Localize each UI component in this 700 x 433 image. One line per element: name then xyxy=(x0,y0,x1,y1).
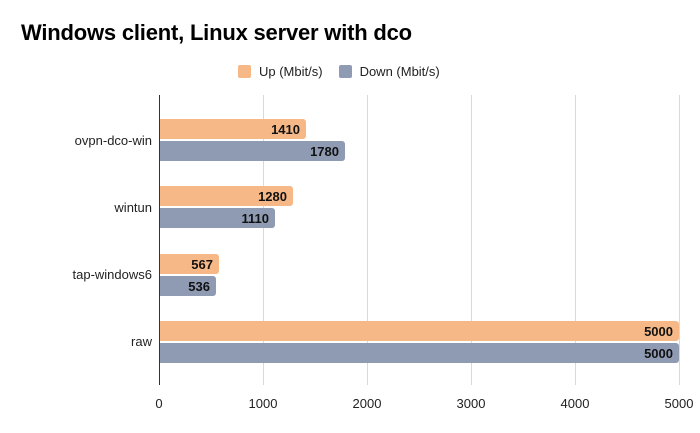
bar-value: 5000 xyxy=(644,324,673,339)
category-label: raw xyxy=(131,334,152,349)
bar-value: 1110 xyxy=(241,211,270,226)
legend-label-up: Up (Mbit/s) xyxy=(259,64,323,79)
chart-title: Windows client, Linux server with dco xyxy=(21,20,412,45)
bar-value: 1280 xyxy=(258,189,287,204)
bar-value: 536 xyxy=(188,279,210,294)
legend-item-up: Up (Mbit/s) xyxy=(238,64,323,79)
bar-down: 1110 xyxy=(160,208,275,228)
legend-label-down: Down (Mbit/s) xyxy=(359,64,440,79)
bar-up: 567 xyxy=(160,254,219,274)
bar-down: 536 xyxy=(160,276,216,296)
x-tick: 1000 xyxy=(248,396,278,411)
x-tick: 2000 xyxy=(352,396,382,411)
bar-value: 567 xyxy=(191,257,213,272)
category-label: wintun xyxy=(114,200,152,215)
x-tick: 3000 xyxy=(456,396,486,411)
bar-down: 5000 xyxy=(160,343,679,363)
x-tick: 4000 xyxy=(560,396,590,411)
gridline xyxy=(575,95,576,385)
x-tick: 0 xyxy=(155,396,163,411)
bar-up: 1280 xyxy=(160,186,293,206)
bar-up: 1410 xyxy=(160,119,306,139)
bar-value: 1410 xyxy=(271,122,300,137)
bar-down: 1780 xyxy=(160,141,345,161)
gridline xyxy=(367,95,368,385)
category-label: ovpn-dco-win xyxy=(74,133,152,148)
legend-swatch-up xyxy=(238,65,251,78)
x-tick: 5000 xyxy=(664,396,694,411)
gridline xyxy=(679,95,680,385)
legend-swatch-down xyxy=(338,65,352,78)
gridline xyxy=(471,95,472,385)
category-label: tap-windows6 xyxy=(72,267,153,282)
gridline xyxy=(263,95,264,385)
bar-value: 5000 xyxy=(644,346,673,361)
bar-value: 1780 xyxy=(310,144,339,159)
legend-item-down: Down (Mbit/s) xyxy=(338,64,440,79)
bar-up: 5000 xyxy=(160,321,679,341)
legend: Up (Mbit/s) Down (Mbit/s) xyxy=(238,64,456,79)
y-axis-line xyxy=(159,95,160,385)
